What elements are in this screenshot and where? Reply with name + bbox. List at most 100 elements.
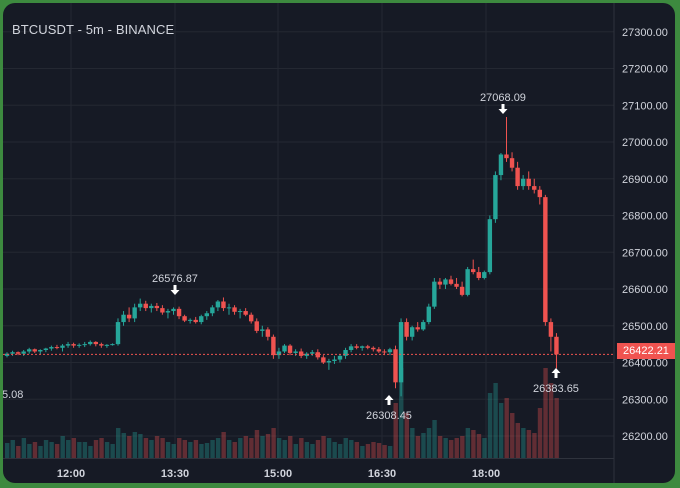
volume-bar xyxy=(110,444,115,458)
volume-bar xyxy=(171,444,176,458)
volume-bar xyxy=(415,436,421,458)
candle-body xyxy=(348,346,354,351)
candle-body xyxy=(126,314,132,319)
candle-body xyxy=(15,352,21,354)
volume-bar xyxy=(21,438,27,458)
candle-body xyxy=(60,345,65,348)
candle-body xyxy=(354,346,359,348)
volume-bar xyxy=(548,383,554,458)
candle-body xyxy=(221,301,226,309)
volume-bar xyxy=(265,434,271,458)
candle-body xyxy=(371,347,376,350)
volume-bar xyxy=(360,446,365,458)
volume-bar xyxy=(276,438,282,458)
candle-body xyxy=(38,350,43,352)
annotation-label: 26383.65 xyxy=(533,383,579,395)
y-tick-label: 26900.00 xyxy=(622,174,668,186)
candle-body xyxy=(393,349,398,383)
volume-bar xyxy=(304,442,310,458)
volume-bar xyxy=(143,438,149,458)
y-tick-label: 26700.00 xyxy=(622,247,668,259)
candle-body xyxy=(110,344,115,346)
volume-bar xyxy=(404,413,409,458)
candle-body xyxy=(149,305,154,309)
candle-body xyxy=(154,305,160,309)
candle-body xyxy=(49,347,54,349)
volume-bar xyxy=(149,440,154,458)
volume-bar xyxy=(482,438,487,458)
volume-bar xyxy=(204,443,210,458)
x-tick-label: 16:30 xyxy=(368,468,396,480)
volume-bar xyxy=(66,440,71,458)
x-tick-label: 18:00 xyxy=(472,468,500,480)
volume-bar xyxy=(332,442,337,458)
volume-bar xyxy=(54,444,60,458)
candlestick-chart[interactable]: 26200.00 26300.00 26400.00 26500.00 26600.00… xyxy=(3,3,675,483)
volume-bar xyxy=(376,443,382,458)
candle-body xyxy=(487,219,493,273)
current-price-label: 26422.21 xyxy=(617,343,675,359)
candle-body xyxy=(498,154,504,176)
candle-body xyxy=(143,303,148,309)
volume-bar xyxy=(10,440,15,458)
candle-body xyxy=(304,353,309,356)
candle-body xyxy=(520,178,526,187)
candle-body xyxy=(343,350,348,356)
candle-body xyxy=(476,272,481,278)
candle-body xyxy=(315,352,320,358)
y-tick-label: 26800.00 xyxy=(622,211,668,223)
candle-body xyxy=(182,316,187,321)
candle-body xyxy=(71,344,76,346)
candle-body xyxy=(243,311,248,315)
volume-bar xyxy=(471,430,476,458)
candle-body xyxy=(76,344,82,346)
y-tick-label: 27100.00 xyxy=(622,100,668,112)
candle-body xyxy=(254,321,259,331)
y-tick-label: 26300.00 xyxy=(622,394,668,406)
annotation-label: 26308.45 xyxy=(366,410,412,422)
candle-body xyxy=(226,307,232,309)
y-tick-label: 26200.00 xyxy=(622,431,668,443)
candle-body xyxy=(459,286,465,295)
candle-body xyxy=(204,313,209,317)
volume-bar xyxy=(93,440,99,458)
candle-body xyxy=(237,311,243,313)
volume-bar xyxy=(88,446,93,458)
candle-body xyxy=(509,158,515,168)
up-arrow-icon xyxy=(551,368,561,378)
volume-bar xyxy=(354,442,360,458)
candle-body xyxy=(199,316,204,323)
candle-body xyxy=(193,319,198,323)
volume-bar xyxy=(532,433,537,458)
candle-body xyxy=(404,322,409,337)
candle-body xyxy=(115,322,121,345)
candle-body xyxy=(493,175,498,220)
candle-body xyxy=(398,322,404,383)
chart-frame: 26200.00 26300.00 26400.00 26500.00 26600.00… xyxy=(3,3,675,483)
candle-body xyxy=(482,272,487,278)
candle-body xyxy=(443,279,448,285)
candle-body xyxy=(465,269,470,295)
candle-body xyxy=(515,167,520,187)
candle-body xyxy=(43,348,49,351)
volume-bar xyxy=(121,433,126,458)
candle-body xyxy=(321,357,326,363)
volume-bar xyxy=(193,440,199,458)
volume-bar xyxy=(177,438,182,458)
y-tick-label: 27300.00 xyxy=(622,27,668,39)
candle-body xyxy=(99,344,104,346)
candle-body xyxy=(310,352,315,354)
candle-body xyxy=(376,349,382,352)
candle-body xyxy=(437,281,443,285)
volume-bar xyxy=(515,423,520,458)
volume-bar xyxy=(38,446,43,458)
volume-bar xyxy=(460,436,465,458)
volume-bar xyxy=(399,368,404,458)
candle-body xyxy=(32,349,37,352)
candle-body xyxy=(171,308,176,312)
candle-body xyxy=(537,189,542,198)
candle-body xyxy=(93,341,98,345)
y-tick-label: 27200.00 xyxy=(622,64,668,76)
candle-body xyxy=(432,281,437,307)
volume-bar xyxy=(99,438,104,458)
